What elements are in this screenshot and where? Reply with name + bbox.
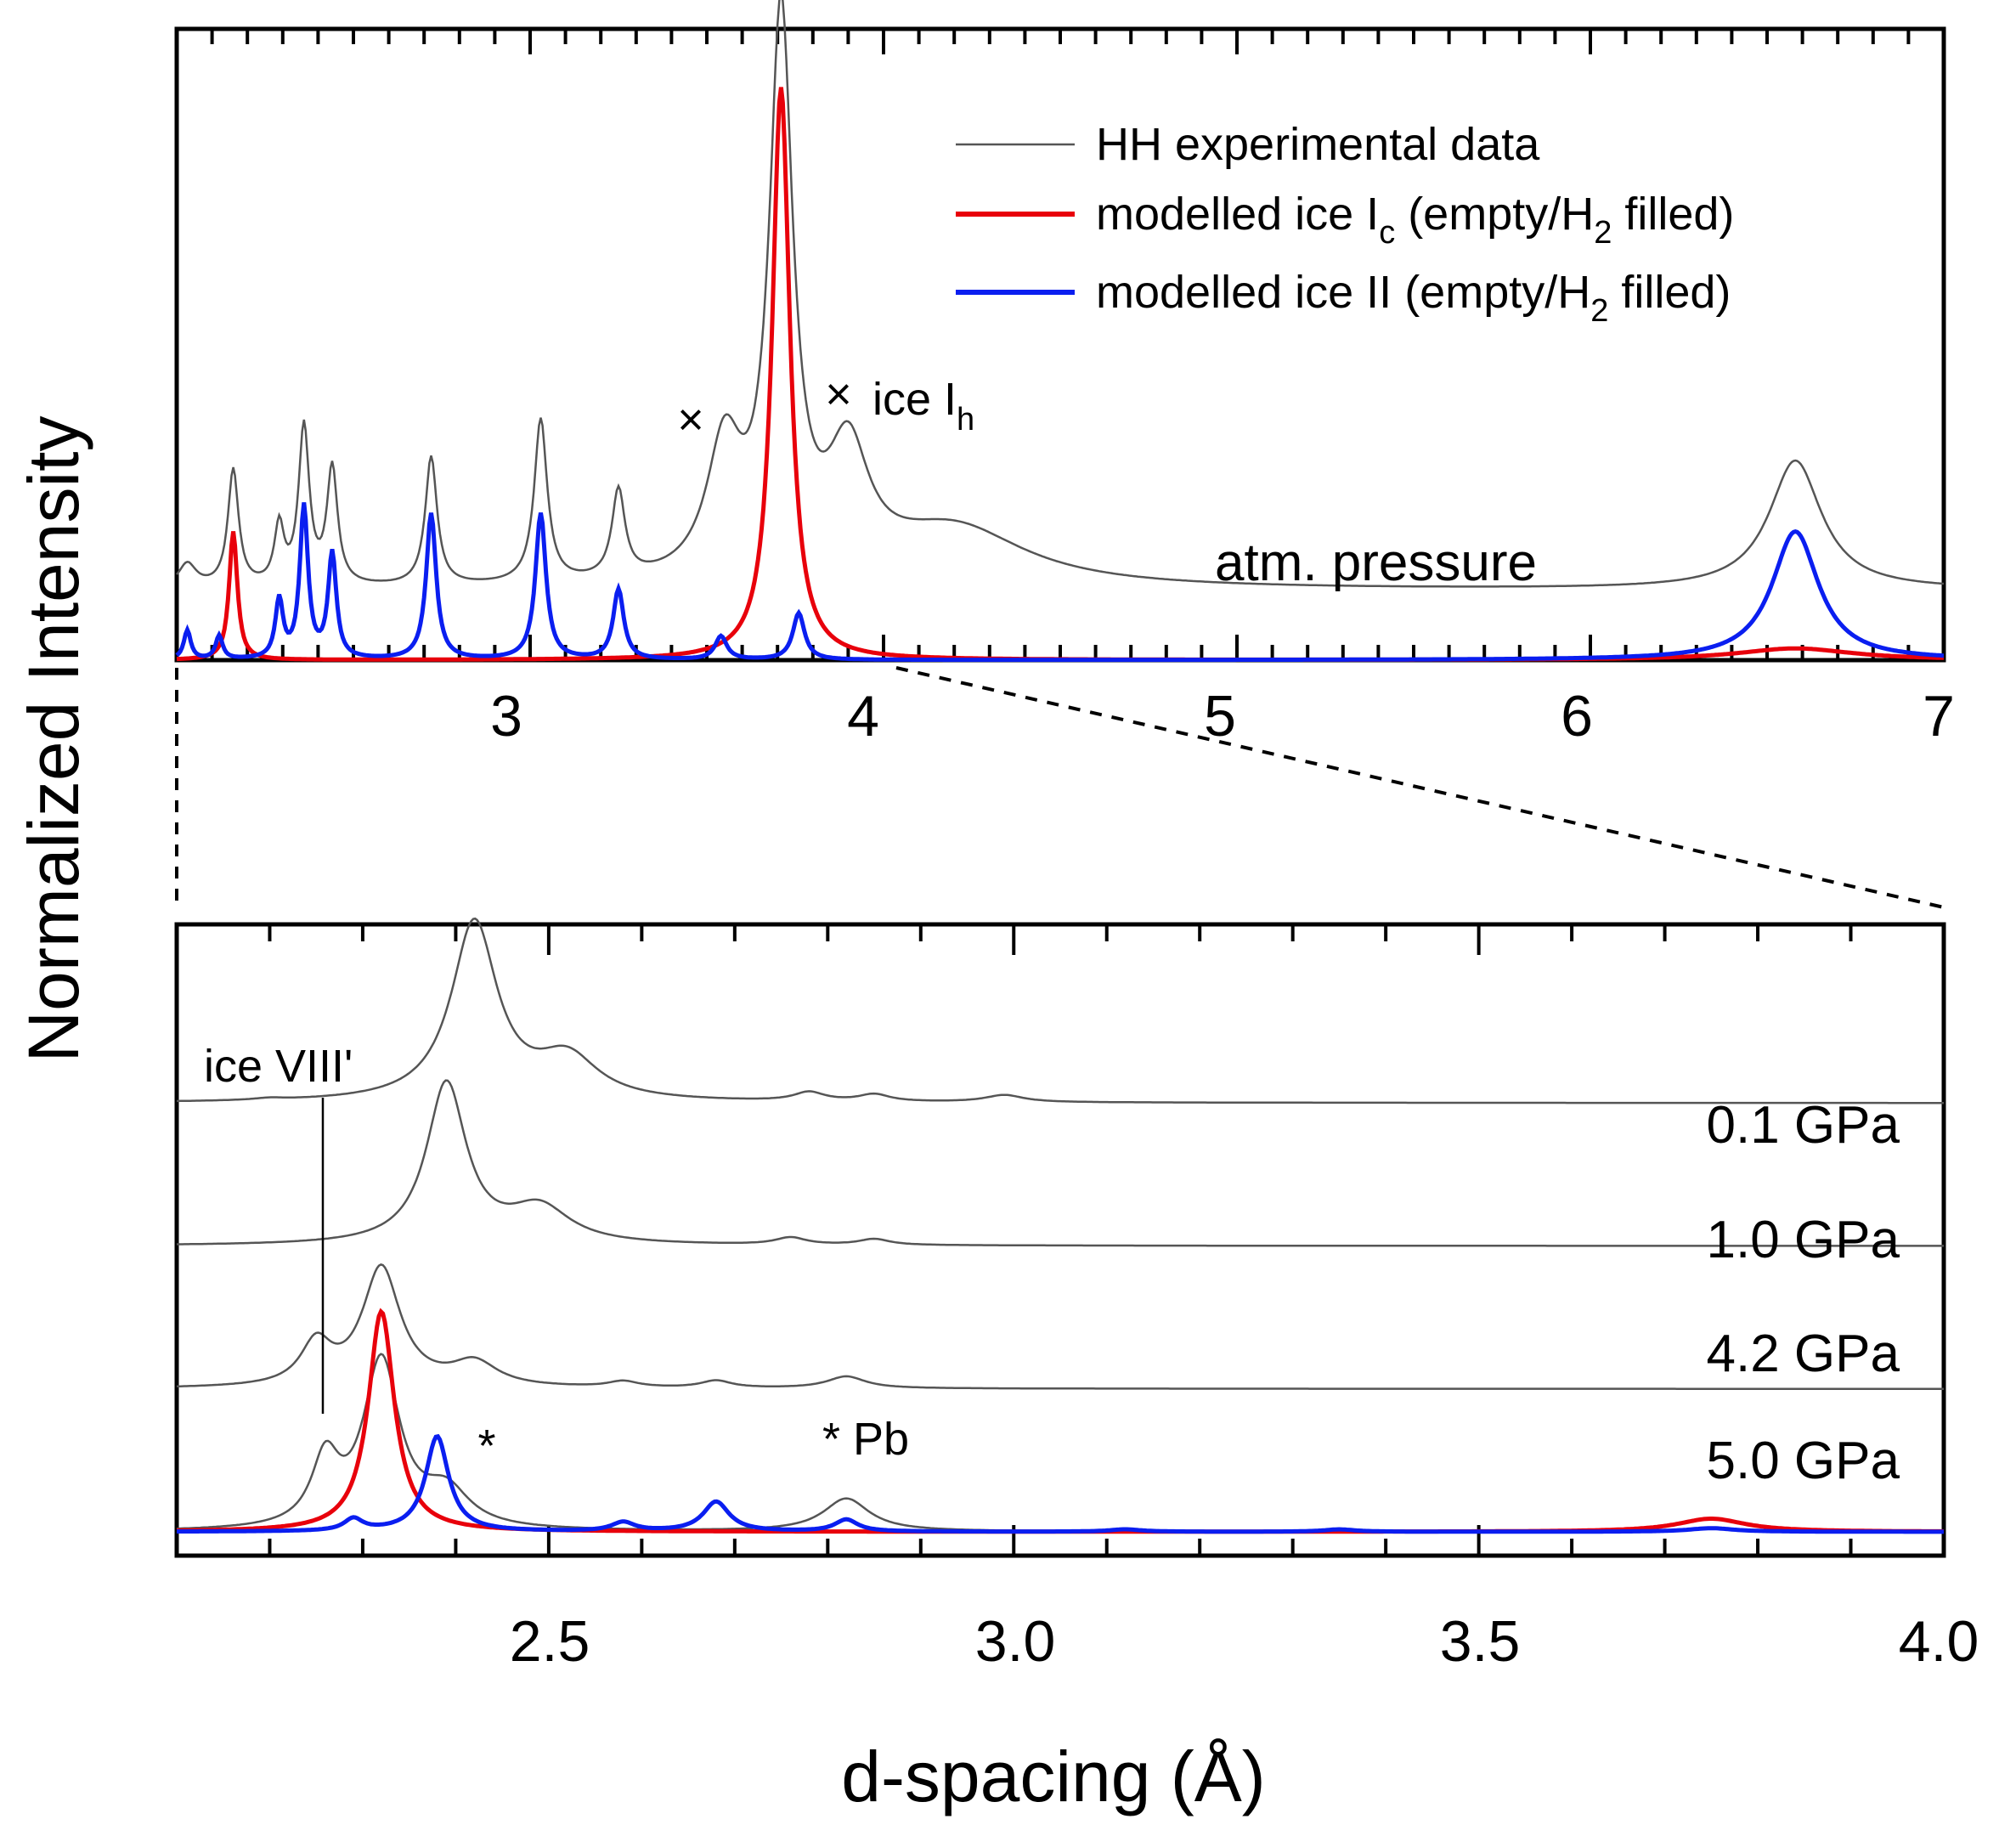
bottom-tick-label-2.5: 2.5 xyxy=(510,1609,590,1674)
pressure-label-5.0: 5.0 GPa xyxy=(1707,1432,1900,1490)
bottom-tick-label-4.0: 4.0 xyxy=(1899,1609,1979,1674)
bottom-series-line-4 xyxy=(177,1308,1945,1534)
pressure-label-1.0: 1.0 GPa xyxy=(1707,1211,1900,1269)
bottom-ticks xyxy=(175,924,1945,1556)
bottom-tick-label-3.5: 3.5 xyxy=(1440,1609,1521,1674)
bottom-series xyxy=(176,917,1945,1534)
top-series-line-2 xyxy=(175,502,1945,663)
top-ticks xyxy=(175,29,1945,660)
bottom-series-line-5 xyxy=(177,1433,1944,1534)
top-plot-frame xyxy=(174,26,1946,663)
bottom-series-line-0 xyxy=(177,917,1944,1104)
y-axis-title: Normalized Intensity xyxy=(14,416,93,1063)
ice-ih-marker-left: × xyxy=(677,394,704,445)
legend-label-experimental: HH experimental data xyxy=(1096,119,1540,170)
pressure-label-4.2: 4.2 GPa xyxy=(1707,1325,1900,1383)
x-axis-title: d-spacing (Å) xyxy=(841,1737,1266,1816)
condition-label-atm-pressure: atm. pressure xyxy=(1215,534,1537,592)
legend-label-ice-ic: modelled ice Ic (empty/H2 filled) xyxy=(1096,189,1734,251)
ice-ih-marker-right: × xyxy=(825,369,852,420)
ice-ih-label: ice Ih xyxy=(872,374,974,438)
bottom-series-line-2 xyxy=(176,1263,1944,1390)
top-tick-label-4: 4 xyxy=(847,684,879,749)
pb-label: * Pb xyxy=(822,1414,909,1465)
bottom-tick-label-3.0: 3.0 xyxy=(975,1609,1056,1674)
legend: HH experimental data modelled ice Ic (em… xyxy=(956,119,1734,329)
top-tick-label-7: 7 xyxy=(1923,684,1955,749)
top-panel: 3 4 5 6 7 atm. pressure × × ice Ih HH ex… xyxy=(174,0,1955,749)
asterisk-marker: * xyxy=(477,1421,495,1472)
top-series-line-0 xyxy=(176,0,1945,588)
top-series-line-1 xyxy=(176,87,1945,662)
zoom-guide-right xyxy=(895,666,1945,909)
top-tick-label-6: 6 xyxy=(1561,684,1593,749)
pressure-label-0.1: 0.1 GPa xyxy=(1707,1096,1900,1155)
ice-viii-label: ice VIII' xyxy=(204,1041,353,1092)
bottom-panel: 2.5 3.0 3.5 4.0 0.1 GPa 1.0 GPa 4.2 GPa … xyxy=(174,917,1979,1674)
top-tick-label-3: 3 xyxy=(490,684,522,749)
top-series xyxy=(175,0,1945,663)
bottom-series-line-1 xyxy=(177,1079,1944,1247)
legend-label-ice-ii: modelled ice II (empty/H2 filled) xyxy=(1096,267,1731,329)
bottom-plot-frame xyxy=(174,922,1946,1558)
